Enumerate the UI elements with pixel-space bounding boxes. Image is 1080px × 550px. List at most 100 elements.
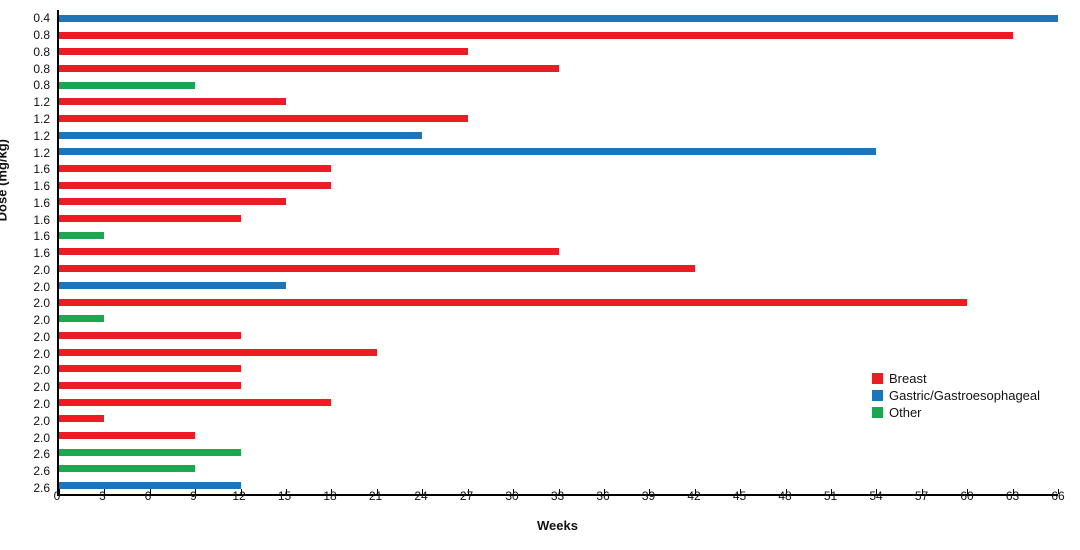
y-tick-label: 2.0 (33, 313, 50, 328)
y-tick-label: 0.8 (33, 44, 50, 59)
y-tick-label: 2.0 (33, 346, 50, 361)
legend-swatch-icon (872, 390, 883, 401)
y-tick-label: 2.0 (33, 262, 50, 277)
x-tick-label: 45 (732, 489, 747, 503)
bar-other (59, 465, 196, 473)
chart-row (59, 461, 1058, 478)
bar-breast (59, 265, 695, 273)
bar-breast (59, 415, 105, 423)
x-tick-label: 24 (414, 489, 428, 503)
bar-breast (59, 365, 241, 373)
y-tick-label: 2.0 (33, 363, 50, 378)
x-tick-label: 57 (914, 489, 929, 503)
bar-breast (59, 381, 241, 389)
chart-row (59, 110, 1058, 127)
x-tick-label: 39 (641, 489, 656, 503)
x-tick-mark (1058, 489, 1059, 494)
y-tick-label: 2.6 (33, 480, 50, 495)
chart-row (59, 394, 1058, 411)
bar-gastric-gastroesophageal (59, 281, 287, 289)
x-tick-label: 48 (778, 489, 792, 503)
bar-breast (59, 398, 332, 406)
x-tick-mark (830, 489, 832, 494)
plot-area (57, 10, 1059, 496)
y-tick-label: 1.2 (33, 95, 50, 110)
x-tick-label: 51 (823, 489, 838, 503)
y-tick-label: 1.6 (33, 229, 50, 244)
chart-row (59, 477, 1058, 494)
x-tick-mark (1012, 489, 1014, 494)
bar-breast (59, 432, 196, 440)
chart-row (59, 77, 1058, 94)
x-tick-mark (649, 489, 651, 494)
x-tick-mark (59, 489, 60, 494)
bar-breast (59, 165, 332, 173)
chart-row (59, 327, 1058, 344)
x-tick-label: 6 (144, 489, 152, 503)
bar-breast (59, 98, 287, 106)
x-tick-mark (240, 489, 242, 494)
x-tick-mark (967, 489, 969, 494)
x-tick-mark (331, 489, 333, 494)
chart-row (59, 10, 1058, 27)
bar-breast (59, 31, 1013, 39)
chart-row (59, 260, 1058, 277)
x-tick-mark (876, 489, 878, 494)
y-tick-label: 2.0 (33, 413, 50, 428)
bar-breast (59, 64, 559, 72)
chart-row (59, 210, 1058, 227)
y-tick-label: 1.6 (33, 246, 50, 261)
legend-item: Other (872, 406, 1040, 419)
x-tick-label: 54 (869, 489, 883, 503)
x-tick-mark (513, 489, 515, 494)
chart-body: 0.4 0.8 0.8 0.8 0.8 1.2 1.2 1.2 1.2 1.6 1.6 1.6 1.6 1… (0, 10, 1059, 496)
x-tick-mark (558, 489, 560, 494)
bar-other (59, 448, 241, 456)
bar-other (59, 315, 105, 323)
chart-row (59, 160, 1058, 177)
y-tick-label: 0.4 (33, 11, 50, 26)
bar-breast (59, 248, 559, 256)
x-tick-label: 0 (53, 489, 61, 503)
x-tick-mark (422, 489, 424, 494)
chart-row (59, 411, 1058, 428)
x-tick-mark (921, 489, 923, 494)
chart-row (59, 277, 1058, 294)
chart-row (59, 427, 1058, 444)
bar-breast (59, 114, 468, 122)
bar-gastric-gastroesophageal (59, 131, 423, 139)
y-tick-label: 2.0 (33, 296, 50, 311)
y-tick-label: 2.0 (33, 396, 50, 411)
y-tick-label: 1.2 (33, 111, 50, 126)
bar-breast (59, 181, 332, 189)
bar-gastric-gastroesophageal (59, 148, 877, 156)
chart-row (59, 360, 1058, 377)
y-tick-label: 2.0 (33, 329, 50, 344)
bar-breast (59, 215, 241, 223)
x-tick-label: 63 (1005, 489, 1020, 503)
chart-row (59, 310, 1058, 327)
y-tick-label: 2.6 (33, 447, 50, 462)
x-tick-label: 27 (459, 489, 474, 503)
y-tick-label: 0.8 (33, 78, 50, 93)
chart-row (59, 127, 1058, 144)
chart-row (59, 344, 1058, 361)
chart-row (59, 43, 1058, 60)
bar-gastric-gastroesophageal (59, 482, 241, 490)
x-tick-mark (286, 489, 288, 494)
y-tick-label: 1.2 (33, 128, 50, 143)
x-tick-mark (149, 489, 151, 494)
x-tick-label: 36 (596, 489, 610, 503)
y-tick-label: 0.8 (33, 28, 50, 43)
legend-label: Other (889, 405, 922, 420)
legend-label: Breast (889, 371, 927, 386)
x-tick-mark (740, 489, 742, 494)
x-axis-title: Weeks (537, 518, 578, 533)
chart-row (59, 244, 1058, 261)
chart-row (59, 93, 1058, 110)
legend-label: Gastric/Gastroesophageal (889, 388, 1041, 403)
chart-row (59, 227, 1058, 244)
chart-row (59, 294, 1058, 311)
y-tick-label: 2.0 (33, 430, 50, 445)
